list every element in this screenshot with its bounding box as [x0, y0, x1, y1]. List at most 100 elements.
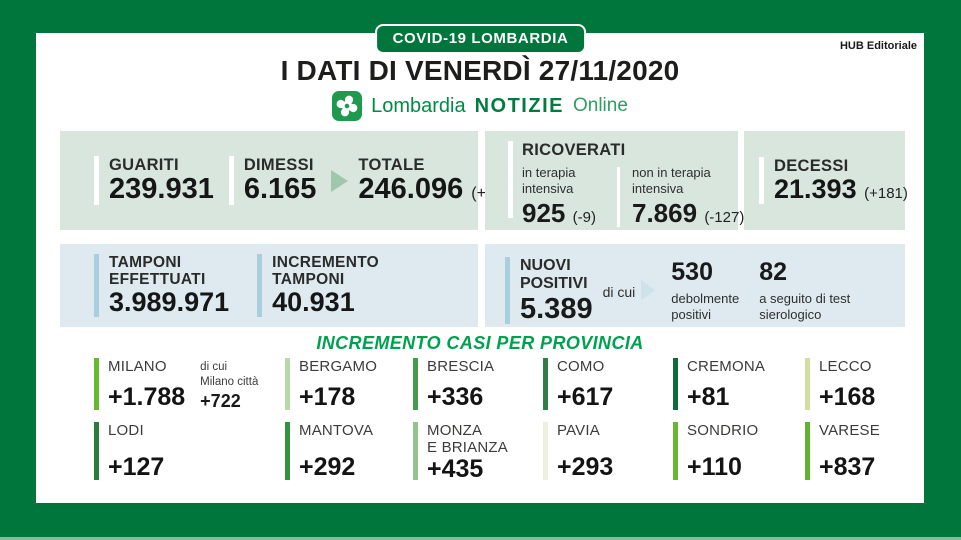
stat-label: NUOVI POSITIVI [520, 257, 588, 293]
province-value: +435 [427, 454, 484, 483]
accent-bar [413, 422, 418, 480]
province-cremona: CREMONA +81 [673, 358, 765, 410]
stat-label: TAMPONI EFFETTUATI [109, 253, 206, 288]
province-pavia: PAVIA +293 [543, 422, 613, 480]
stat-dimessi: DIMESSI 6.165 [228, 155, 316, 206]
frame-bottom-edge [0, 537, 961, 540]
stat-delta: (-127) [704, 208, 745, 226]
stat-value: 82 [759, 258, 788, 286]
province-name: MILANO [108, 358, 167, 375]
panel-nuovi-positivi: NUOVI POSITIVI 5.389 di cui 530 debolmen… [485, 244, 905, 327]
stat-label: TOTALE [358, 155, 425, 174]
stat-decessi: DECESSI 21.393 (+181) [759, 156, 908, 205]
page-title: I DATI DI VENERDÌ 27/11/2020 [280, 55, 680, 86]
province-name: MONZA E BRIANZA [427, 422, 508, 457]
stat-delta: (+181) [864, 185, 908, 203]
accent-bar [257, 253, 263, 318]
accent-bar [285, 422, 290, 480]
accent-bar [805, 422, 810, 480]
note-label: di cui Milano città [200, 361, 259, 388]
accent-bar [673, 422, 678, 480]
panel-decessi: DECESSI 21.393 (+181) [744, 131, 908, 230]
stat-delta: (-9) [572, 208, 596, 226]
province-value: +336 [427, 383, 484, 411]
stat-incremento-tamponi: INCREMENTO TAMPONI 40.931 [257, 253, 380, 318]
stat-label: GUARITI [109, 155, 179, 174]
province-value: +81 [687, 383, 730, 411]
stat-nuovi-positivi: NUOVI POSITIVI 5.389 [505, 257, 593, 324]
province-name: PAVIA [557, 422, 600, 439]
stat-label: in terapia intensiva [522, 165, 576, 197]
stat-value: 3.989.971 [109, 287, 230, 318]
lombardia-rose-icon [332, 91, 363, 121]
province-name: COMO [557, 358, 605, 375]
stat-label: debolmente positivi [671, 291, 740, 323]
province-name: VARESE [819, 422, 880, 439]
accent-bar [94, 422, 99, 480]
province-lodi: LODI +127 [94, 422, 164, 480]
province-brescia: BRESCIA +336 [413, 358, 494, 410]
province-name: LODI [108, 422, 144, 439]
province-name: BERGAMO [299, 358, 378, 375]
stat-value: 925 (-9) [522, 197, 596, 228]
accent-bar [759, 156, 764, 205]
province-monza-e-brianza: MONZA E BRIANZA +435 [413, 422, 508, 483]
accent-bar [228, 155, 234, 206]
province-value: +110 [687, 453, 742, 481]
milano-citta-note: di cui Milano città +722 [200, 358, 258, 410]
accent-bar [543, 358, 548, 410]
stat-non-terapia-intensiva: non in terapia intensiva 7.869 (-127) [620, 165, 744, 229]
frame-right [924, 0, 961, 540]
stat-test-sierologico: 82 a seguito di test sierologico [759, 258, 850, 324]
stat-value: 530 [671, 258, 713, 286]
province-bergamo: BERGAMO +178 [285, 358, 377, 410]
lombardia-notizie-logo: Lombardia NOTIZIE Online [36, 91, 924, 121]
logo-text-online: Online [572, 95, 628, 116]
panel-tamponi: TAMPONI EFFETTUATI 3.989.971 INCREMENTO … [60, 244, 478, 327]
accent-bar [94, 253, 99, 318]
divider [617, 167, 620, 227]
province-value: +1.788 [108, 383, 186, 411]
province-como: COMO +617 [543, 358, 613, 410]
stat-value: 5.389 [520, 292, 593, 325]
province-mantova: MANTOVA +292 [285, 422, 373, 480]
accent-bar [505, 257, 510, 325]
province-name: LECCO [819, 358, 872, 375]
province-name: CREMONA [687, 358, 766, 375]
accent-bar [543, 422, 548, 480]
stat-label: non in terapia intensiva [632, 165, 711, 197]
accent-bar [94, 155, 99, 206]
stat-value: 40.931 [272, 287, 355, 318]
panel-summary: GUARITI 239.931 DIMESSI 6.165 TOTALE 246… [60, 131, 540, 230]
province-milano: MILANO +1.788 di cui Milano città +722 [94, 358, 258, 410]
accent-bar [673, 358, 678, 410]
province-value: +292 [299, 453, 356, 481]
province-value: +293 [557, 453, 614, 481]
stat-value: 239.931 [109, 173, 214, 206]
stat-debolmente-positivi: 530 debolmente positivi [671, 258, 739, 324]
arrow-right-icon [331, 169, 349, 192]
province-value: +127 [108, 453, 165, 481]
province-lecco: LECCO +168 [805, 358, 875, 410]
accent-bar [94, 358, 99, 410]
province-name: MANTOVA [299, 422, 374, 439]
stat-label: DECESSI [774, 156, 849, 175]
accent-bar [413, 358, 418, 410]
accent-bar [805, 358, 810, 410]
stat-value: 7.869 (-127) [632, 197, 745, 228]
stat-label: INCREMENTO TAMPONI [272, 253, 380, 288]
province-sondrio: SONDRIO +110 [673, 422, 758, 480]
stat-tamponi-effettuati: TAMPONI EFFETTUATI 3.989.971 [94, 253, 230, 318]
province-section-title: INCREMENTO CASI PER PROVINCIA [316, 333, 644, 353]
covid-lombardia-badge: COVID-19 LOMBARDIA [374, 24, 587, 54]
stat-value: 21.393 (+181) [774, 174, 908, 205]
publisher-label: HUB Editoriale [839, 40, 917, 52]
province-value: +617 [557, 383, 614, 411]
stat-terapia-intensiva: in terapia intensiva 925 (-9) [522, 165, 617, 229]
arrow-right-icon [641, 280, 656, 300]
province-value: +168 [819, 383, 876, 411]
province-name: SONDRIO [687, 422, 759, 439]
province-value: +837 [819, 453, 876, 481]
note-value: +722 [200, 391, 241, 411]
logo-text-lombardia: Lombardia [371, 94, 466, 117]
